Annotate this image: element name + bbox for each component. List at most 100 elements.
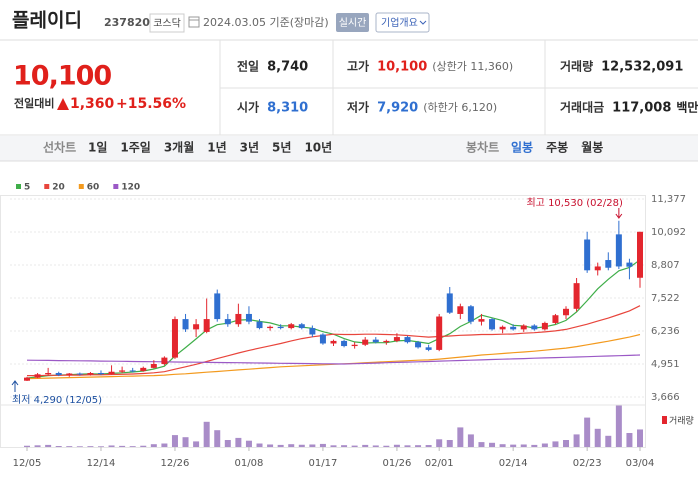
candle-body <box>573 283 580 309</box>
volume-bar <box>531 444 538 447</box>
volume-bar <box>182 437 189 447</box>
price: 10,100 <box>13 61 111 92</box>
volume-bar <box>552 441 559 447</box>
x-tick-label: 01/26 <box>382 458 411 469</box>
candle-body <box>203 319 210 332</box>
candle-body <box>615 234 622 267</box>
volume-bar <box>161 443 168 447</box>
market-badge <box>149 13 185 33</box>
candle-body <box>150 364 157 368</box>
x-tick-label: 01/08 <box>235 458 264 469</box>
chart-frame <box>0 195 646 448</box>
volume-bar <box>393 444 400 447</box>
candle-body <box>288 324 295 329</box>
x-tick-label: 02/14 <box>499 458 528 469</box>
candle-body <box>66 373 73 376</box>
volume-bar <box>372 445 379 447</box>
candle-body <box>594 266 601 271</box>
quote-label: 거래량 <box>560 59 593 74</box>
candle-body <box>457 306 464 314</box>
volume-bar <box>520 444 527 447</box>
volume-bar <box>626 433 633 447</box>
quote-value: 8,310 <box>267 101 308 116</box>
calendar-icon <box>188 16 200 28</box>
volume-bar <box>298 444 305 447</box>
candle-body <box>563 308 570 316</box>
candle-body <box>214 293 221 320</box>
y-tick-label: 4,951 <box>651 359 680 370</box>
candle-body <box>24 377 30 381</box>
period-button[interactable]: 1주일 <box>120 141 150 155</box>
realtime-button[interactable] <box>336 13 369 32</box>
period-button[interactable]: 3개월 <box>164 140 194 155</box>
volume-bar <box>330 445 337 447</box>
volume-bar <box>415 445 422 447</box>
candle-body <box>383 340 390 343</box>
period-bar <box>0 136 698 161</box>
candle-body <box>161 357 168 365</box>
volume-bar <box>309 444 316 447</box>
candle-body <box>34 374 41 378</box>
candle-body <box>436 316 443 350</box>
volume-bar <box>573 434 580 447</box>
candle-body <box>224 319 231 325</box>
volume-bar <box>436 439 443 447</box>
volume-bar <box>584 417 591 447</box>
period-button[interactable]: 1년 <box>207 141 226 155</box>
volume-bar <box>499 444 506 447</box>
volume-bar <box>108 445 115 447</box>
candle-body <box>245 313 252 322</box>
ma-line <box>27 305 641 377</box>
volume-bar <box>277 444 284 447</box>
candle-period-button[interactable]: 일봉 <box>511 141 533 155</box>
candle-body <box>541 322 548 330</box>
legend-label: 60 <box>87 183 100 193</box>
volume-bar <box>129 446 136 447</box>
candle-period-button[interactable]: 주봉 <box>546 141 568 155</box>
candle-body <box>510 326 517 330</box>
volume-bar <box>214 430 221 447</box>
quote-label: 고가 <box>347 59 369 74</box>
company-button[interactable] <box>375 12 430 33</box>
candle-body <box>362 339 369 345</box>
volume-bar <box>171 435 178 447</box>
x-tick-label: 12/26 <box>161 458 190 469</box>
volume-bar <box>245 440 252 447</box>
up-arrow <box>57 98 69 110</box>
candle-body <box>446 293 453 313</box>
volume-bar <box>203 421 210 447</box>
volume-bar <box>97 446 104 447</box>
volume-bar <box>541 443 548 447</box>
volume-bar <box>425 445 432 447</box>
period-button[interactable]: 10년 <box>304 141 332 155</box>
volume-bar <box>319 443 326 447</box>
candle-period-button[interactable]: 월봉 <box>581 140 603 155</box>
volume-bar <box>446 440 453 447</box>
quote-value: 8,740 <box>267 60 308 75</box>
candle-body <box>626 262 633 267</box>
candle-body <box>531 325 538 330</box>
candle-body <box>55 373 62 376</box>
candle-body <box>298 324 305 329</box>
quote-grid <box>0 40 698 136</box>
candle-body <box>552 315 559 323</box>
quote-unit: 백만 <box>676 100 698 115</box>
period-button[interactable]: 5년 <box>272 141 291 155</box>
candle-chart-label: 봉차트 <box>466 140 499 155</box>
period-button[interactable]: 3년 <box>240 141 259 155</box>
volume-bar <box>637 429 643 447</box>
legend-swatch <box>44 184 50 189</box>
volume-bar <box>404 445 411 447</box>
candle-body <box>235 313 242 325</box>
volume-bar <box>140 445 147 447</box>
low-annotation: 최저 4,290 (12/05) <box>12 394 102 406</box>
volume-bar <box>489 442 496 447</box>
period-button[interactable]: 1일 <box>88 141 107 155</box>
realtime[interactable]: 실시간 <box>339 17 367 29</box>
quote-value: 7,920 <box>377 101 418 116</box>
company[interactable]: 기업개요 <box>381 16 418 29</box>
y-tick-label: 3,666 <box>651 392 680 403</box>
candle-body <box>404 337 411 343</box>
